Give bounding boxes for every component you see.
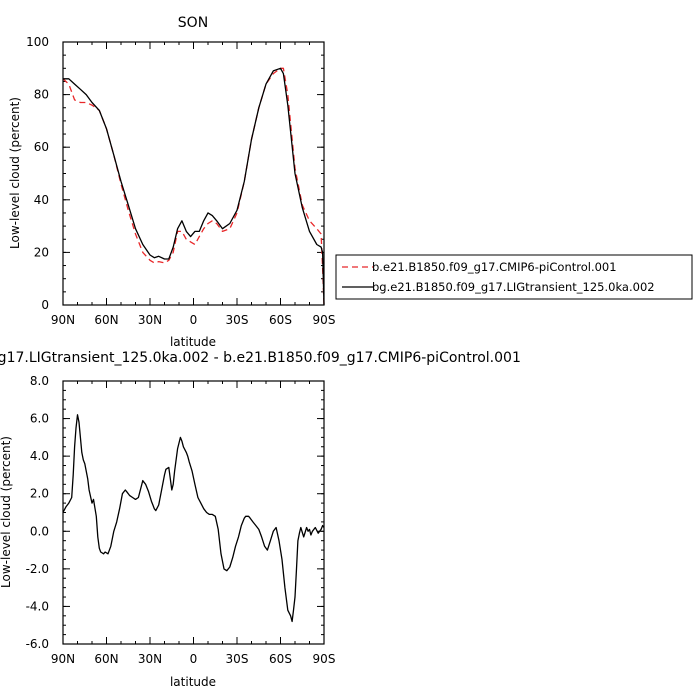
x-tick-label: 90S [313,652,336,666]
x-tick-label: 30N [138,313,162,327]
series-line-1-0 [62,414,325,623]
x-tick-label: 90N [51,652,75,666]
y-tick-label: -2.0 [26,562,49,576]
y-tick-label: 4.0 [30,449,49,463]
y-tick-label: 0.0 [30,524,49,538]
series-line-0-0 [62,67,325,306]
x-tick-label: 60S [269,652,292,666]
top-legend: b.e21.B1850.f09_g17.CMIP6-piControl.001 … [335,254,693,300]
x-tick-label: 30S [226,652,249,666]
y-tick-label: 6.0 [30,412,49,426]
bottom-x-axis-label: latitude [170,675,216,689]
x-tick-label: 60S [269,313,292,327]
series-line-0-1 [63,67,325,306]
y-tick-label: -4.0 [26,599,49,613]
bottom-chart-title: bg.e21.B1850.f09_g17.LIGtransient_125.0k… [0,350,521,366]
y-tick-label: 80 [34,88,49,102]
bottom-panel: bg.e21.B1850.f09_g17.LIGtransient_125.0k… [0,350,521,689]
legend-label-piControl: b.e21.B1850.f09_g17.CMIP6-piControl.001 [372,260,617,274]
x-tick-label: 90N [51,313,75,327]
y-tick-label: 60 [34,140,49,154]
top-x-axis-label: latitude [170,335,216,349]
x-tick-label: 60N [94,313,118,327]
x-tick-label: 30N [138,652,162,666]
x-tick-label: 0 [190,313,198,327]
top-panel: SON Low-level cloud (percent) latitude 9… [8,15,693,349]
x-tick-label: 30S [226,313,249,327]
plot-frame [62,380,325,645]
bottom-plot-area: 90N 60N 30N 0 30S 60S 90S -6.0 -4.0 -2.0 0.0 2.0 4.0… [26,374,336,666]
top-y-axis-label: Low-level cloud (percent) [8,97,22,249]
top-plot-area: 90N 60N 30N 0 30S 60S 90S 0 20 40 60 80 100 [26,35,335,327]
bottom-y-axis-label: Low-level cloud (percent) [0,436,13,588]
plot-frame [62,41,325,306]
legend-label-LIGtransient: bg.e21.B1850.f09_g17.LIGtransient_125.0k… [372,280,655,294]
x-tick-label: 90S [313,313,336,327]
y-tick-label: 2.0 [30,487,49,501]
y-tick-label: 40 [34,193,49,207]
y-tick-label: 8.0 [30,374,49,388]
legend-frame [335,254,693,300]
y-tick-label: 0 [41,298,49,312]
x-tick-label: 60N [94,652,118,666]
x-tick-label: 0 [190,652,198,666]
y-tick-label: 100 [26,35,49,49]
y-tick-label: -6.0 [26,637,49,651]
y-tick-label: 20 [34,245,49,259]
top-chart-title: SON [178,15,208,31]
